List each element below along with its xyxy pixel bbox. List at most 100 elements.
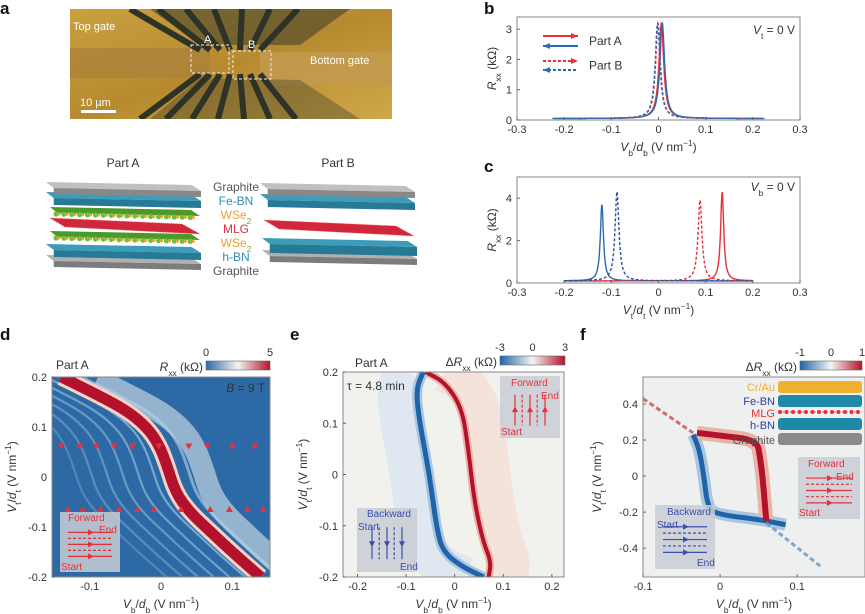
triangle-up-marker <box>259 506 267 512</box>
mlg <box>264 220 414 236</box>
legend-label: Part A <box>589 34 622 48</box>
x-tick-label: -0.2 <box>555 287 574 299</box>
label-part: d <box>431 597 438 611</box>
device-micrograph: Top gate Bottom gate A B 10 µm <box>70 9 392 119</box>
wse2-top-atom <box>171 214 177 220</box>
electrode-pattern <box>70 9 392 119</box>
landau-fringe <box>52 412 184 577</box>
negative-ridge <box>414 372 485 577</box>
label-part: xx <box>493 234 503 243</box>
label-part: b <box>724 605 729 614</box>
condition-annotation: Vb = 0 V <box>751 180 795 198</box>
label-part: (V nm <box>645 303 680 317</box>
label-part: (V nm <box>296 452 310 487</box>
wse2-bottom-atom <box>191 239 195 243</box>
wse2-top-atom <box>155 214 162 220</box>
light-region <box>92 377 270 571</box>
wse2-top-atom <box>136 214 140 218</box>
wse2-bottom-atom <box>152 238 156 242</box>
label-part: −1 <box>779 595 789 605</box>
wse2-bottom-atom <box>81 237 85 241</box>
wse2-top-atom <box>167 215 172 219</box>
label-part: / <box>590 498 604 502</box>
wse2-top-atom <box>187 214 193 220</box>
label-part: ) <box>693 140 697 154</box>
chart-f: Forward Start End Backward Start End Cr/Au Fe-B… <box>588 347 865 614</box>
electrode-lead <box>163 71 213 119</box>
arrow-down-icon <box>399 541 405 548</box>
label-part: V <box>415 597 424 611</box>
wse2-top-atom <box>179 214 185 220</box>
y-tick-label: 0.1 <box>323 418 338 430</box>
colorbar-tick-label: 0 <box>203 347 209 359</box>
wse2-bottom-atom <box>167 239 172 243</box>
fe-bn-top <box>260 194 415 203</box>
x-axis-label: Vb/db (V nm−1) <box>123 595 199 614</box>
triangle-down-marker <box>129 443 137 450</box>
y-axis-label: Vt/dt (V nm−1) <box>3 441 23 513</box>
mlg-dot <box>810 410 815 414</box>
label-part: t <box>13 502 23 505</box>
inset-end-label: End <box>541 391 559 402</box>
mlg-dot <box>791 410 795 414</box>
series-part-b-forward <box>564 200 753 282</box>
legend-label: Part B <box>589 59 622 73</box>
panel-e: e Forward Start End Backward Start End -0.2 -0.… <box>290 325 568 614</box>
layer-label: Graphite <box>213 180 259 194</box>
graphite-top-top <box>260 183 415 192</box>
arrow-down-icon <box>384 541 390 548</box>
y-tick-label: -0.1 <box>319 521 338 533</box>
wse2-bottom-atom <box>57 236 61 240</box>
wse2-bottom-atom <box>112 237 116 241</box>
label-part: b <box>759 188 764 198</box>
label-part: (V nm <box>443 597 478 611</box>
arrow-right-icon <box>827 499 833 506</box>
y-tick-label: 0.1 <box>32 422 47 434</box>
label-part: ) <box>590 441 604 445</box>
panel-letter-f: f <box>580 325 586 344</box>
triangle-down-marker <box>203 443 211 450</box>
wse2-top-atom <box>61 211 67 217</box>
x-tick-label: 0 <box>655 287 661 299</box>
label-part: V <box>123 597 132 611</box>
y-tick-label: 4 <box>506 193 512 205</box>
x-tick-label: 0.1 <box>698 124 713 136</box>
x-tick-label: -0.1 <box>602 287 621 299</box>
label-part: ) <box>488 597 492 611</box>
dark-region <box>150 78 360 119</box>
x-axis-label: Vb/db (V nm−1) <box>415 595 491 614</box>
inset-end-label: End <box>697 558 715 569</box>
wse2-top-atom <box>77 212 83 218</box>
label-part: V <box>296 501 310 510</box>
wse2-bottom-atom <box>159 239 164 243</box>
arrow-down-icon <box>369 541 375 548</box>
x-axis-label: Vb/db (V nm−1) <box>620 138 696 158</box>
layer-label-text: Graphite <box>213 264 259 278</box>
condition-annotation: Vt = 0 V <box>753 23 795 41</box>
wse2-top-atom <box>88 213 93 217</box>
electrode-lead <box>189 72 223 119</box>
label-part: V <box>716 597 725 611</box>
mlg <box>50 218 200 234</box>
x-tick-label: 0 <box>655 124 661 136</box>
wse2-top-atom <box>69 211 75 217</box>
series-part-a-backward <box>552 20 765 120</box>
label-part: d <box>296 490 310 497</box>
label-part: R <box>485 243 499 252</box>
wse2-top-atom <box>100 212 106 218</box>
arrow-right-icon <box>683 523 689 530</box>
triangle-down-marker <box>155 443 163 450</box>
y-tick-label: 0.2 <box>32 372 47 384</box>
label-part: / <box>296 496 310 500</box>
fe-bn-side <box>267 200 415 210</box>
wse2-bottom-atom <box>61 235 67 241</box>
label-part: / <box>5 498 19 502</box>
label-part: t <box>598 502 608 505</box>
top-gate-electrode <box>70 48 210 78</box>
label-part: ) <box>296 439 310 443</box>
fe-bn-side <box>53 198 201 208</box>
colorbar-tick-label: -3 <box>495 342 505 354</box>
y-tick-label: 0 <box>632 471 638 483</box>
x-tick-label: 0 <box>158 581 164 593</box>
